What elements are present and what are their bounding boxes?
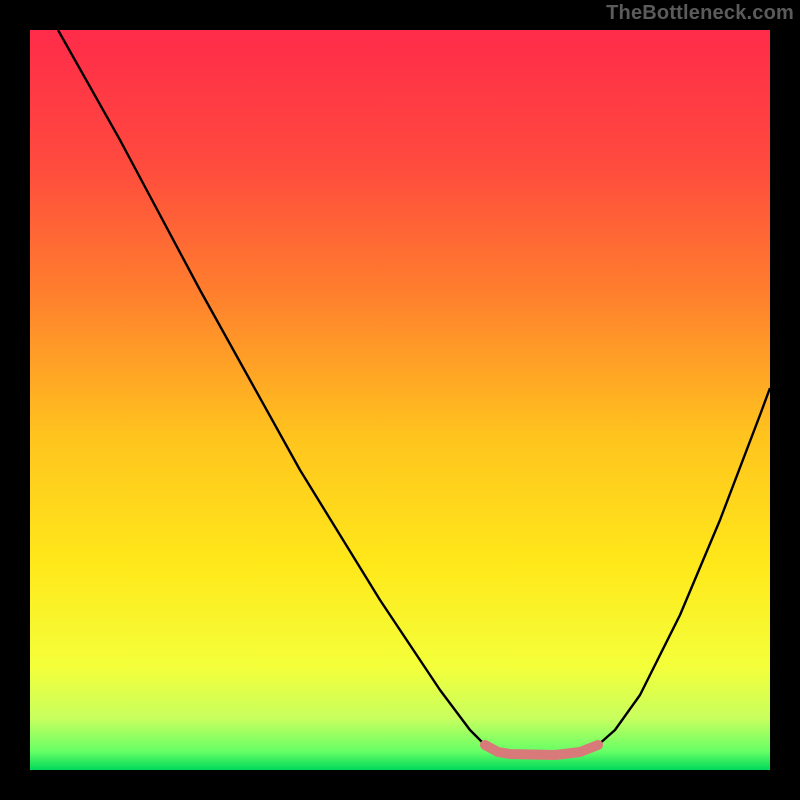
- chart-stage: TheBottleneck.com: [0, 0, 800, 800]
- bottleneck-chart-svg: [0, 0, 800, 800]
- watermark-label: TheBottleneck.com: [606, 2, 794, 25]
